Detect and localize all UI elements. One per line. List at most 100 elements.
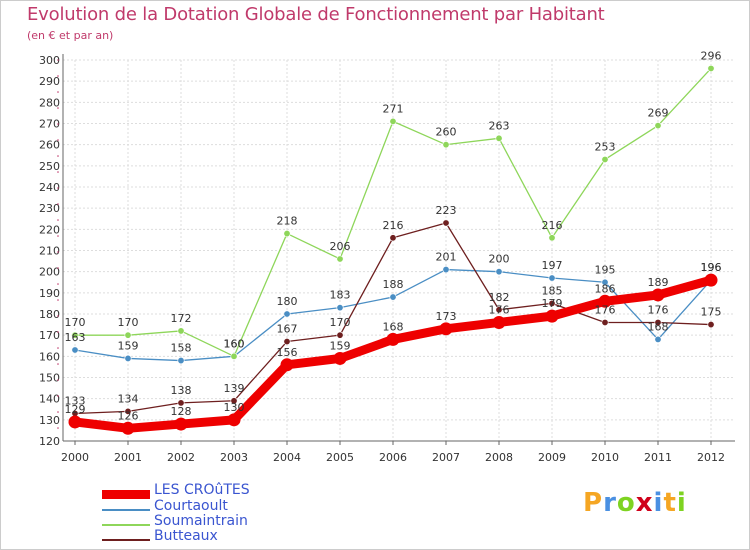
data-label: 179	[542, 297, 563, 310]
data-label: 168	[648, 320, 669, 333]
data-label: 185	[542, 284, 563, 297]
data-label: 156	[277, 346, 298, 359]
data-label: 218	[277, 215, 298, 228]
series-point-2	[336, 255, 344, 263]
axis-dot	[57, 427, 59, 429]
data-label: 269	[648, 107, 669, 120]
data-label: 263	[489, 119, 510, 132]
series-point-3	[336, 331, 344, 339]
y-tick-label: 240	[39, 181, 60, 194]
series-point-3	[548, 299, 556, 307]
data-label: 201	[436, 251, 457, 264]
data-label: 133	[65, 394, 86, 407]
series-point-les-croutes	[280, 358, 294, 372]
axis-dot	[57, 331, 59, 333]
data-label: 129	[65, 403, 86, 416]
series-point-2	[71, 331, 79, 339]
axis-dot	[57, 235, 59, 237]
proxiti-logo: Proxiti	[583, 488, 687, 518]
axis-dot	[57, 347, 59, 349]
data-label: 159	[118, 339, 139, 352]
logo-letter: i	[653, 488, 664, 518]
series-point-3	[389, 234, 397, 242]
series-point-2	[601, 155, 609, 163]
x-tick-label: 2011	[644, 451, 672, 464]
x-tick-label: 2002	[167, 451, 195, 464]
data-label: 176	[595, 303, 616, 316]
legend-label-les-croutes: LES CROûTES	[154, 482, 250, 498]
y-tick-label: 210	[39, 245, 60, 258]
axis-dot	[57, 123, 59, 125]
chart-subtitle: (en € et par an)	[27, 29, 114, 42]
y-tick-label: 300	[39, 54, 60, 67]
data-label: 126	[118, 409, 139, 422]
series-point-2	[124, 331, 132, 339]
y-tick-label: 200	[39, 266, 60, 279]
logo-letter: i	[676, 488, 687, 518]
data-label: 167	[277, 323, 298, 336]
legend-swatch-butteaux	[102, 539, 150, 541]
logo-letter: x	[635, 488, 654, 518]
y-tick-label: 120	[39, 435, 60, 448]
data-label: 159	[330, 339, 351, 352]
series-point-2	[495, 134, 503, 142]
logo-letter: t	[663, 488, 677, 518]
legend-swatch-soumaintrain	[102, 524, 150, 526]
series-point-2	[548, 234, 556, 242]
data-label: 206	[330, 240, 351, 253]
data-label: 160	[224, 337, 245, 350]
x-tick-label: 2007	[432, 451, 460, 464]
axis-dot	[57, 91, 59, 93]
series-point-3	[707, 321, 715, 329]
axis-dot	[57, 251, 59, 253]
data-label: 170	[65, 316, 86, 329]
series-point-les-croutes	[333, 351, 347, 365]
data-label: 196	[701, 261, 722, 274]
data-label: 183	[330, 289, 351, 302]
data-label: 216	[383, 219, 404, 232]
series-point-1	[283, 310, 291, 318]
series-point-3	[654, 318, 662, 326]
axis-dot	[57, 107, 59, 109]
chart-title: Evolution de la Dotation Globale de Fonc…	[27, 4, 605, 25]
series-point-1	[177, 357, 185, 365]
x-tick-label: 2008	[485, 451, 513, 464]
x-tick-label: 2009	[538, 451, 566, 464]
data-label: 170	[330, 316, 351, 329]
series-point-2	[177, 327, 185, 335]
series-point-2	[707, 64, 715, 72]
data-label: 158	[171, 342, 192, 355]
series-point-3	[230, 397, 238, 405]
y-tick-label: 150	[39, 372, 60, 385]
series-point-les-croutes	[704, 273, 718, 287]
series-point-3	[495, 306, 503, 314]
series-point-les-croutes	[492, 315, 506, 329]
data-label: 173	[436, 310, 457, 323]
series-point-1	[124, 354, 132, 362]
series-point-3	[601, 318, 609, 326]
x-tick-label: 2004	[273, 451, 301, 464]
data-label: 200	[489, 253, 510, 266]
series-point-1	[442, 266, 450, 274]
axis-dot	[57, 203, 59, 205]
series-point-1	[654, 335, 662, 343]
series-point-1	[548, 274, 556, 282]
series-point-les-croutes	[174, 417, 188, 431]
data-label: 296	[701, 49, 722, 62]
x-tick-label: 2005	[326, 451, 354, 464]
y-tick-label: 220	[39, 223, 60, 236]
axis-dot	[57, 59, 59, 61]
series-point-2	[654, 122, 662, 130]
legend-swatch-courtaoult	[102, 509, 150, 511]
y-tick-label: 180	[39, 308, 60, 321]
y-tick-label: 230	[39, 202, 60, 215]
x-tick-label: 2000	[61, 451, 89, 464]
x-tick-label: 2003	[220, 451, 248, 464]
data-label: 180	[277, 295, 298, 308]
series-point-2	[283, 230, 291, 238]
data-label: 196	[701, 261, 722, 274]
y-tick-label: 190	[39, 287, 60, 300]
series-point-3	[283, 338, 291, 346]
axis-dot	[57, 187, 59, 189]
